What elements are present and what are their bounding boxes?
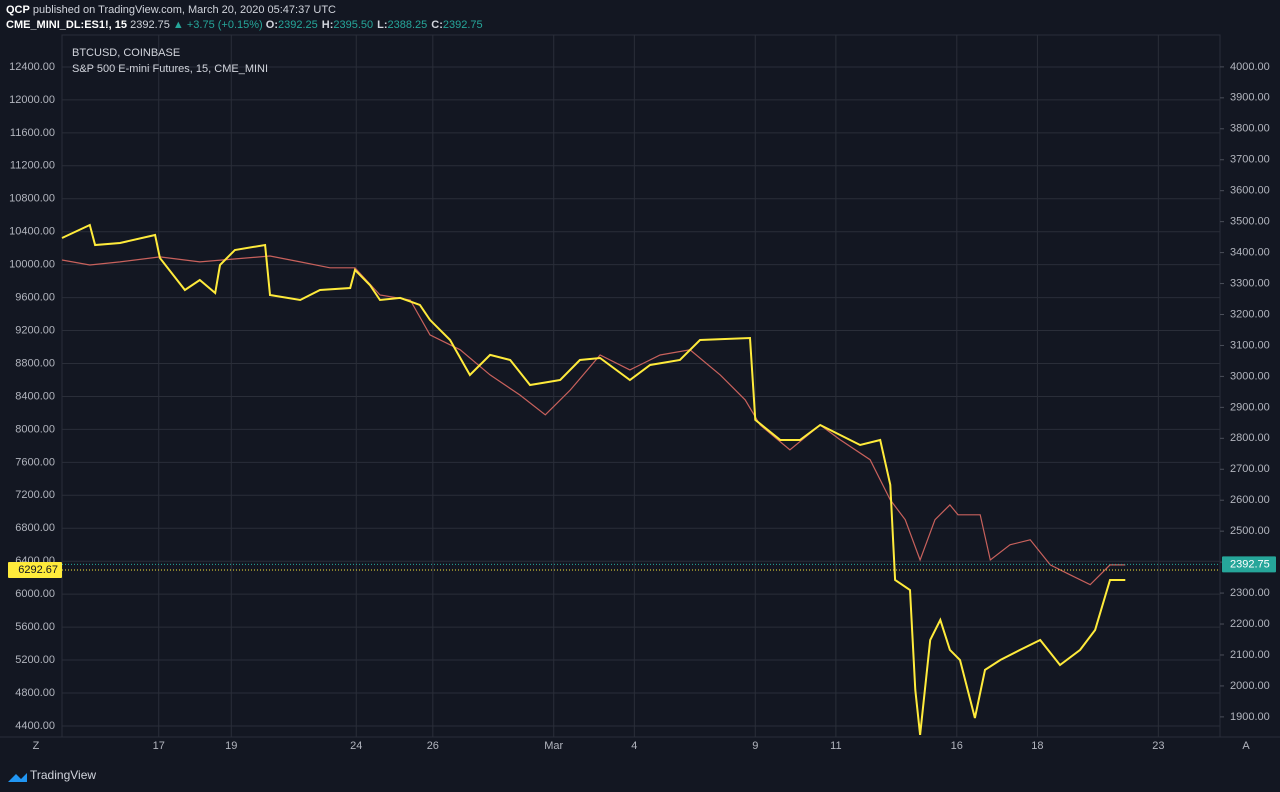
- y2-tick-label: 2600.00: [1230, 494, 1270, 506]
- y2-tick-label: 2000.00: [1230, 680, 1270, 692]
- x-tick-label: 9: [752, 740, 758, 752]
- price-tag: [1222, 556, 1276, 573]
- y-tick-label: 8000.00: [15, 423, 55, 435]
- y2-tick-label: 3800.00: [1230, 123, 1270, 135]
- quote-line: CME_MINI_DL:ES1!, 15 2392.75 ▲ +3.75 (+0…: [6, 18, 487, 33]
- x-tick-label: 17: [153, 740, 165, 752]
- y-tick-label: 11600.00: [10, 127, 55, 139]
- x-tick-label: Mar: [544, 740, 563, 752]
- y2-tick-label: 3900.00: [1230, 92, 1270, 104]
- author: QCP: [6, 4, 30, 16]
- ohlc-label: C:: [431, 19, 443, 31]
- y2-tick-label: 3500.00: [1230, 216, 1270, 228]
- x-tick-label: 18: [1031, 740, 1043, 752]
- x-tick-label: 26: [427, 740, 439, 752]
- price-tag-label: 2392.75: [1230, 558, 1270, 570]
- y2-tick-label: 4000.00: [1230, 61, 1270, 73]
- y-tick-label: 7600.00: [15, 456, 55, 468]
- y-tick-label: 10800.00: [9, 193, 55, 205]
- brand: TradingView: [30, 768, 96, 782]
- y-tick-label: 11200.00: [10, 160, 55, 172]
- y2-tick-label: 3300.00: [1230, 277, 1270, 289]
- ohlc-label: L:: [377, 19, 388, 31]
- y2-tick-label: 2500.00: [1230, 525, 1270, 537]
- symbol: CME_MINI_DL:ES1!, 15: [6, 19, 128, 31]
- x-tick-label: 11: [830, 740, 841, 752]
- y-tick-label: 9600.00: [15, 292, 55, 304]
- ohlc-value: 2392.25: [278, 19, 318, 31]
- x-tick-label: 16: [951, 740, 963, 752]
- ohlc-value: 2392.75: [442, 19, 483, 31]
- y-tick-label: 12400.00: [9, 61, 55, 73]
- y-tick-label: 8400.00: [15, 390, 55, 402]
- legend-entry: S&P 500 E-mini Futures, 15, CME_MINI: [72, 63, 268, 75]
- ohlc-label: O:: [265, 19, 278, 31]
- x-tick-label: 23: [1152, 740, 1164, 752]
- y-tick-label: 4800.00: [15, 687, 55, 699]
- logo: [8, 773, 27, 782]
- y-tick-label: 8800.00: [15, 357, 55, 369]
- y2-tick-label: 2900.00: [1230, 401, 1270, 413]
- price-tag-label: 6292.67: [18, 564, 58, 576]
- y2-tick-label: 3100.00: [1230, 339, 1270, 351]
- y-tick-label: 10400.00: [9, 226, 55, 238]
- ohlc: O:2392.25 H:2395.50 L:2388.25 C:2392.75: [266, 19, 487, 31]
- y-tick-label: 4400.00: [15, 720, 55, 732]
- series-line: [61, 223, 1126, 736]
- x-tick-label: 4: [631, 740, 637, 752]
- ohlc-value: 2395.50: [333, 19, 374, 31]
- ohlc-value: 2388.25: [387, 19, 428, 31]
- y-tick-label: 9200.00: [15, 324, 55, 336]
- header: QCP published on TradingView.com, March …: [6, 3, 487, 33]
- y2-tick-label: 2100.00: [1230, 649, 1270, 661]
- y2-tick-label: 2300.00: [1230, 587, 1270, 599]
- x-tick-label: 19: [225, 740, 237, 752]
- y2-tick-label: 3600.00: [1230, 185, 1270, 197]
- last: 2392.75: [130, 19, 170, 31]
- published: published on TradingView.com, March 20, …: [32, 4, 336, 16]
- corner-button[interactable]: A: [1242, 740, 1250, 752]
- series-line: [61, 255, 1126, 586]
- y-tick-label: 6800.00: [15, 522, 55, 534]
- y-tick-label: 5200.00: [15, 654, 55, 666]
- y2-tick-label: 3200.00: [1230, 308, 1270, 320]
- y-tick-label: 7200.00: [15, 489, 55, 501]
- corner-button[interactable]: Z: [33, 740, 40, 752]
- change: ▲ +3.75 (+0.15%): [172, 19, 263, 31]
- y-tick-label: 6000.00: [15, 588, 55, 600]
- y2-tick-label: 1900.00: [1230, 711, 1270, 723]
- legend-entry: BTCUSD, COINBASE: [72, 47, 180, 59]
- plot-area: [61, 34, 1221, 738]
- x-tick-label: 24: [350, 740, 362, 752]
- price-tag: [8, 562, 62, 579]
- y2-tick-label: 3700.00: [1230, 154, 1270, 166]
- y-tick-label: 5600.00: [15, 621, 55, 633]
- ohlc-label: H:: [321, 19, 334, 31]
- y2-tick-label: 3000.00: [1230, 370, 1270, 382]
- y-tick-label: 10000.00: [9, 259, 55, 271]
- y-tick-label: 12000.00: [9, 94, 55, 106]
- y2-tick-label: 3400.00: [1230, 247, 1270, 259]
- y2-tick-label: 2800.00: [1230, 432, 1270, 444]
- y2-tick-label: 2200.00: [1230, 618, 1270, 630]
- publish-line: QCP published on TradingView.com, March …: [6, 3, 487, 18]
- y2-tick-label: 2700.00: [1230, 463, 1270, 475]
